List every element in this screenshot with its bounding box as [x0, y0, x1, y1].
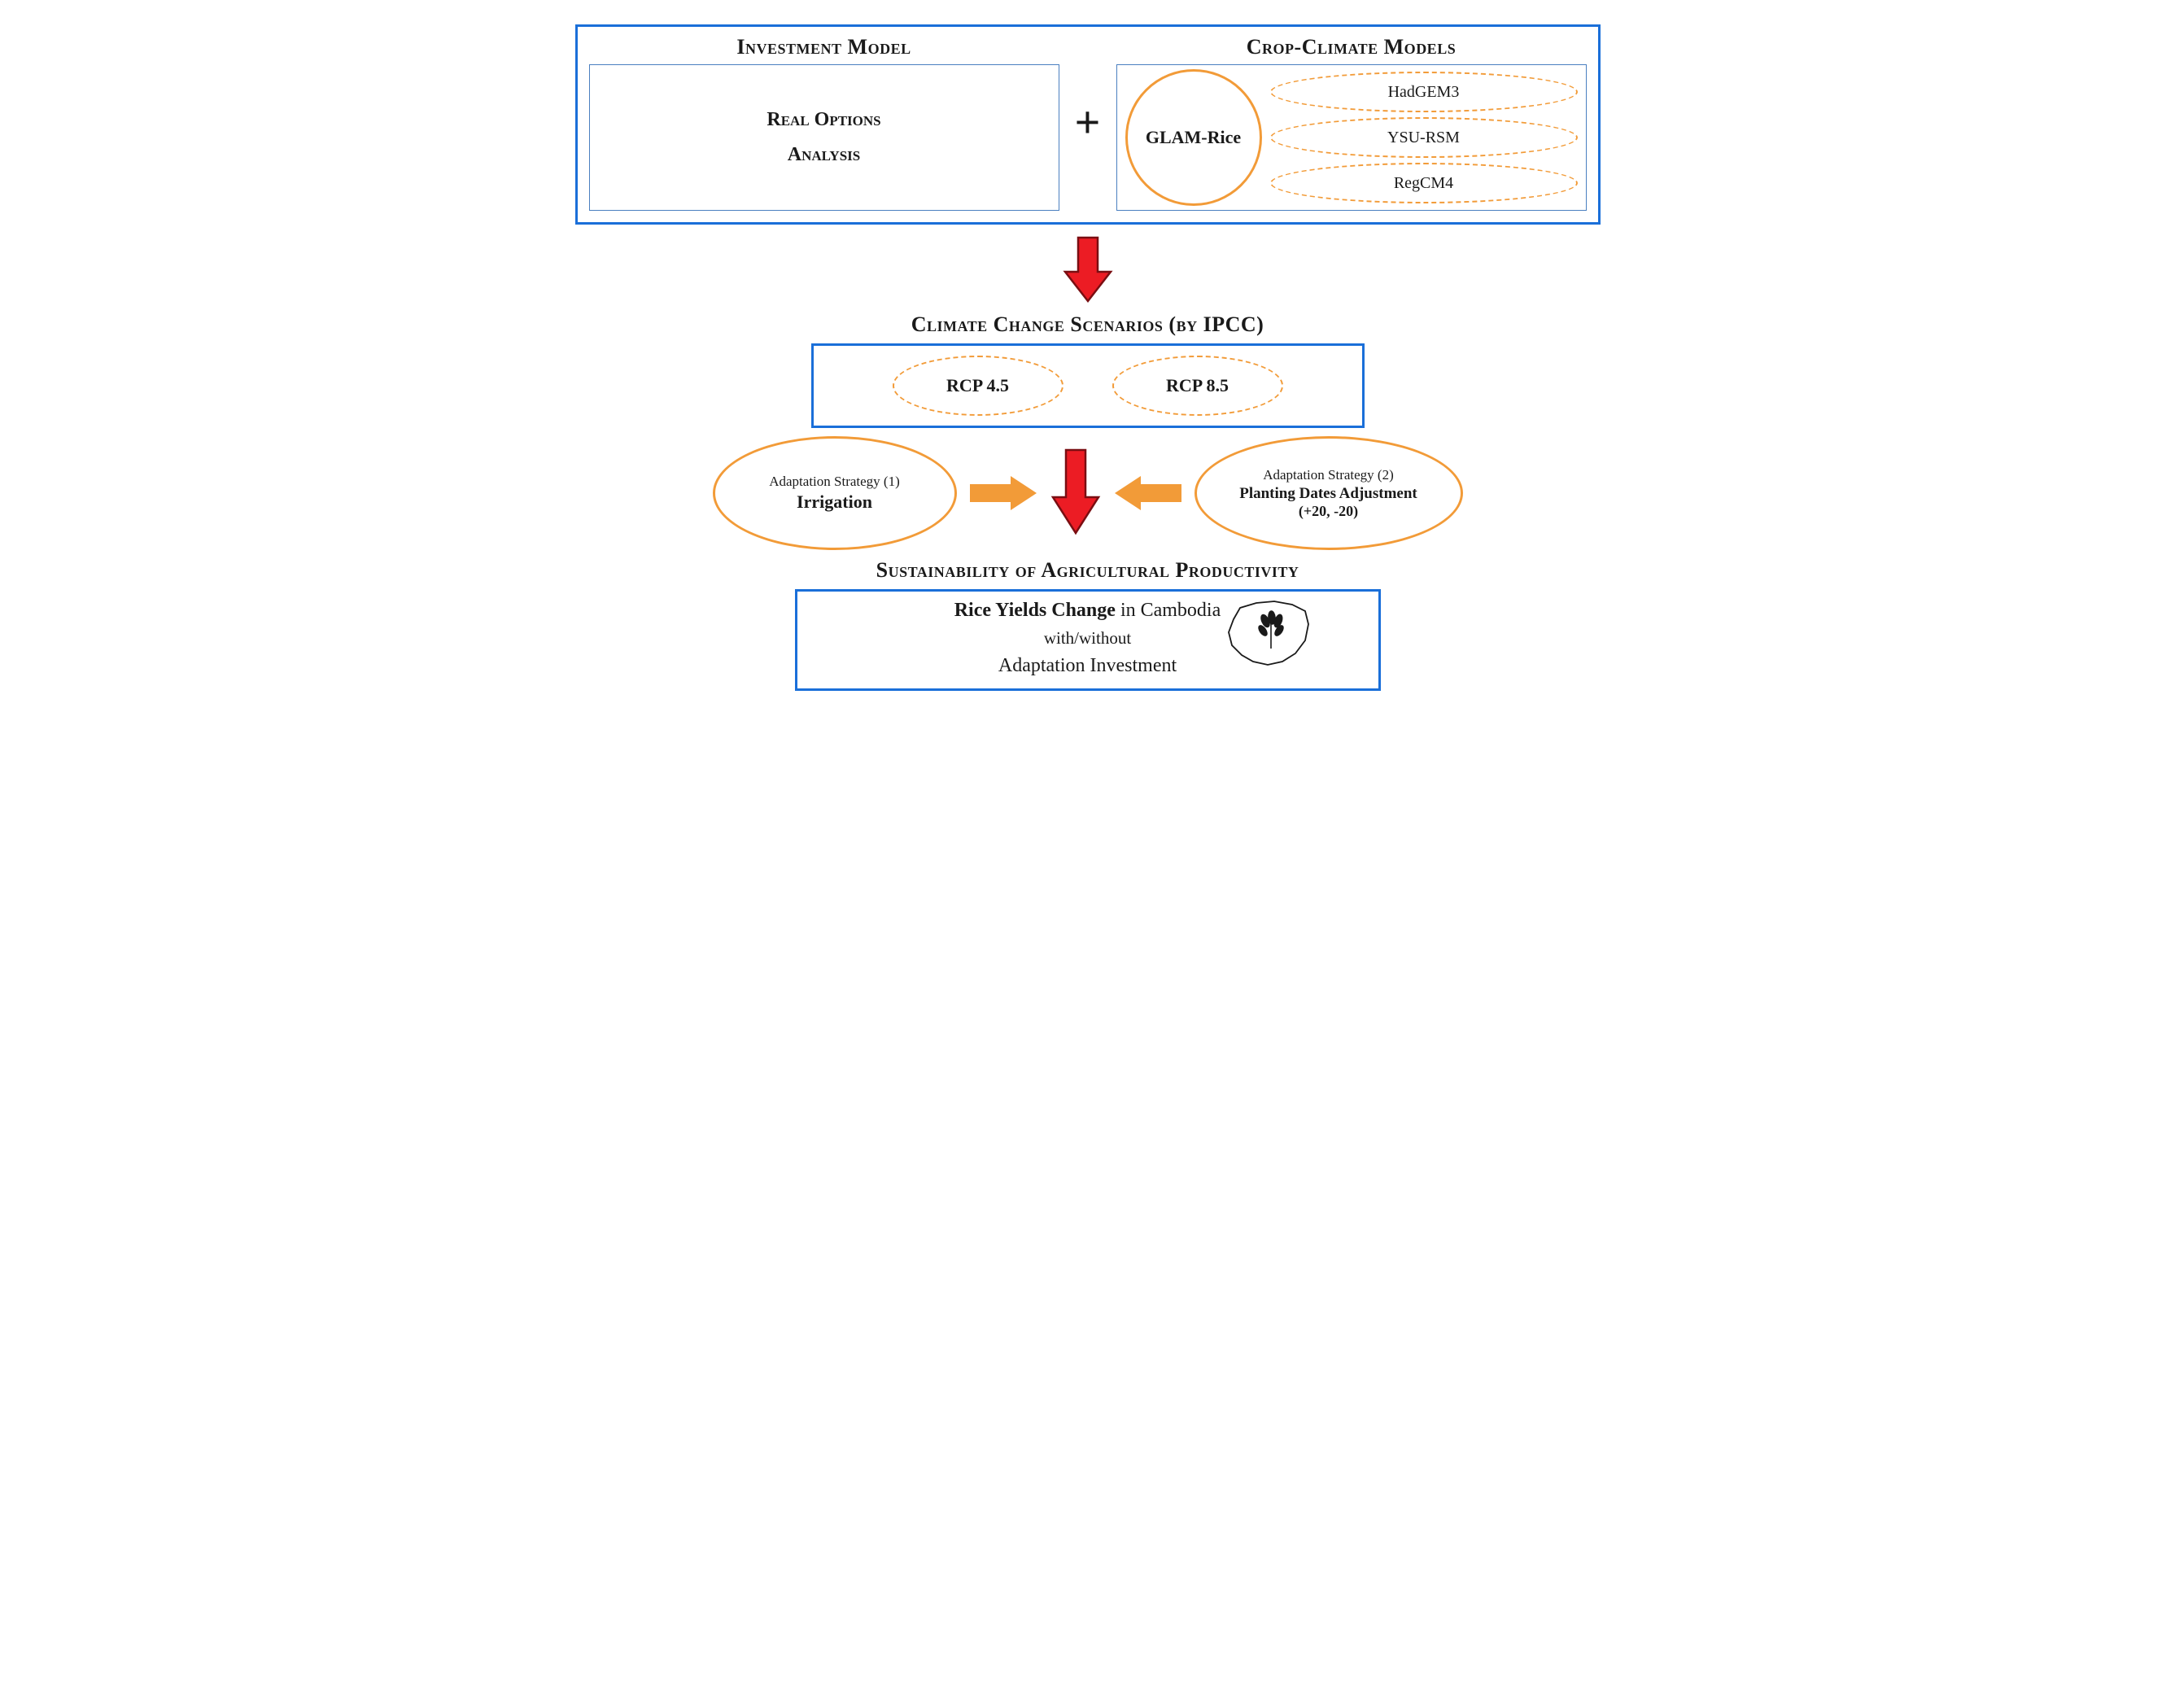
adaptation-row: Adaptation Strategy (1) Irrigation Adapt… [575, 428, 1601, 558]
sustainability-section: Sustainability of Agricultural Productiv… [575, 558, 1601, 691]
adapt-right-label: Adaptation Strategy (2) [1263, 467, 1394, 483]
red-arrow-down-icon [1062, 236, 1114, 304]
rcp85-label: RCP 8.5 [1166, 375, 1229, 396]
scenarios-title: Climate Change Scenarios (by IPCC) [575, 312, 1601, 337]
model-ysursm-label: YSU-RSM [1387, 129, 1460, 147]
rcp85-ellipse: RCP 8.5 [1112, 356, 1283, 416]
sustain-line2: with/without [1044, 628, 1131, 649]
adapt-right-name: Planting Dates Adjustment [1239, 485, 1417, 503]
real-options-line2: Analysis [788, 144, 860, 166]
adaptation-right-ellipse: Adaptation Strategy (2) Planting Dates A… [1195, 436, 1463, 550]
crop-inner-box: GLAM-Rice HadGEM3 YSU-RSM RegCM4 [1116, 64, 1587, 211]
adapt-right-detail: (+20, -20) [1299, 503, 1358, 520]
investment-inner-box: Real Options Analysis [589, 64, 1059, 211]
rcp45-ellipse: RCP 4.5 [893, 356, 1063, 416]
top-combined-box: Investment Model Real Options Analysis +… [575, 24, 1601, 225]
investment-title: Investment Model [589, 35, 1059, 59]
glam-label: GLAM-Rice [1146, 127, 1241, 148]
investment-column: Investment Model Real Options Analysis [589, 35, 1059, 211]
red-arrow-down-center-icon [1050, 448, 1102, 538]
model-regcm4-label: RegCM4 [1394, 174, 1453, 193]
model-ysursm: YSU-RSM [1270, 117, 1578, 158]
sustain-line3: Adaptation Investment [998, 655, 1177, 677]
orange-arrow-right-icon [967, 473, 1040, 513]
crop-column: Crop-Climate Models GLAM-Rice HadGEM3 YS… [1116, 35, 1587, 211]
plus-column: + [1068, 35, 1108, 211]
flowchart-root: Investment Model Real Options Analysis +… [575, 24, 1601, 691]
rcp45-label: RCP 4.5 [946, 375, 1009, 396]
sustain-line1-rest: in Cambodia [1116, 600, 1221, 621]
adapt-left-name: Irrigation [797, 491, 872, 513]
sustain-line1-bold: Rice Yields Change [954, 600, 1116, 621]
arrow-down-1-wrap [575, 225, 1601, 312]
real-options-line1: Real Options [766, 109, 880, 131]
cambodia-map-icon [1224, 596, 1313, 674]
orange-arrow-left-icon [1112, 473, 1185, 513]
sustain-line1: Rice Yields Change in Cambodia [954, 600, 1221, 622]
scenarios-section: Climate Change Scenarios (by IPCC) RCP 4… [575, 312, 1601, 428]
model-hadgem3: HadGEM3 [1270, 72, 1578, 112]
glam-circle: GLAM-Rice [1125, 69, 1262, 206]
sustainability-title: Sustainability of Agricultural Productiv… [575, 558, 1601, 583]
model-stack: HadGEM3 YSU-RSM RegCM4 [1270, 72, 1578, 203]
adaptation-left-ellipse: Adaptation Strategy (1) Irrigation [713, 436, 957, 550]
model-hadgem3-label: HadGEM3 [1388, 83, 1460, 102]
plus-sign: + [1075, 97, 1101, 149]
model-regcm4: RegCM4 [1270, 163, 1578, 203]
sustainability-box: Rice Yields Change in Cambodia with/with… [795, 589, 1381, 691]
adapt-left-label: Adaptation Strategy (1) [769, 474, 900, 490]
scenarios-box: RCP 4.5 RCP 8.5 [811, 343, 1365, 428]
crop-title: Crop-Climate Models [1116, 35, 1587, 59]
